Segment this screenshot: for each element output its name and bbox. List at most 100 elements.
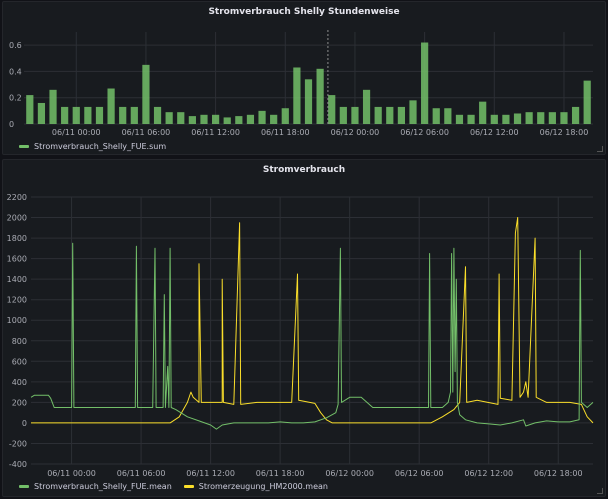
bar xyxy=(304,79,313,124)
legend-swatch xyxy=(19,145,29,148)
bar xyxy=(130,106,138,124)
x-tick-label: 06/11 06:00 xyxy=(117,469,166,478)
y-tick-label: 0.6 xyxy=(9,41,22,50)
bar xyxy=(397,106,405,124)
x-tick-label: 06/12 18:00 xyxy=(534,469,583,478)
bar xyxy=(37,102,46,124)
x-tick-label: 06/11 18:00 xyxy=(256,469,305,478)
bar xyxy=(560,112,568,124)
x-tick-label: 06/12 18:00 xyxy=(540,128,589,137)
bar xyxy=(467,114,475,124)
bar xyxy=(351,106,359,124)
panel-title[interactable]: Stromverbrauch Shelly Stundenweise xyxy=(208,7,400,17)
y-tick-label: 0.2 xyxy=(9,94,22,103)
consumption-line-chart[interactable]: -400 -200 0 200 400 600 800 1000 1200 1400 1600 180… xyxy=(3,160,605,496)
x-tick-label: 06/11 18:00 xyxy=(261,128,310,137)
series-line xyxy=(30,242,594,430)
y-tick-label: 0 xyxy=(22,419,27,428)
x-tick-label: 06/12 06:00 xyxy=(395,469,444,478)
bar xyxy=(72,106,80,124)
y-tick-label: 800 xyxy=(12,337,27,346)
y-tick-label: -200 xyxy=(9,439,27,448)
y-tick-label: 2000 xyxy=(7,214,27,223)
bar xyxy=(107,88,115,124)
bar xyxy=(548,112,556,124)
y-tick-label: 1200 xyxy=(7,296,27,305)
chart-legend: Stromverbrauch_Shelly_FUE.mean Stromerze… xyxy=(19,482,328,491)
y-tick-label: 0 xyxy=(9,120,14,129)
y-tick-label: 1000 xyxy=(7,316,27,325)
bar xyxy=(374,106,382,124)
bar xyxy=(95,106,104,124)
bar xyxy=(432,108,440,124)
bar xyxy=(200,114,208,124)
resize-handle[interactable] xyxy=(597,146,603,152)
bar xyxy=(165,112,173,124)
bar xyxy=(409,100,417,124)
bar xyxy=(490,114,498,124)
bar xyxy=(316,68,324,124)
bar xyxy=(223,117,231,124)
x-tick-label: 06/11 12:00 xyxy=(191,128,240,137)
bar xyxy=(84,106,92,124)
x-tick-label: 06/11 00:00 xyxy=(47,469,96,478)
legend-label: Stromerzeugung_HM2000.mean xyxy=(198,482,328,491)
bar xyxy=(246,114,255,124)
y-tick-label: 1600 xyxy=(7,255,27,264)
bar xyxy=(188,116,196,124)
x-tick-label: 06/12 00:00 xyxy=(325,469,374,478)
hourly-consumption-panel[interactable]: Stromverbrauch Shelly Stundenweise 0 0.2 0… xyxy=(2,1,606,155)
bar xyxy=(362,89,371,124)
bar xyxy=(142,64,150,124)
bar xyxy=(293,67,301,124)
bar xyxy=(513,113,522,124)
bar xyxy=(386,106,394,124)
bar xyxy=(61,106,69,124)
y-tick-label: 2200 xyxy=(7,193,27,202)
legend-item-consumption-sum[interactable]: Stromverbrauch_Shelly_FUE.sum xyxy=(19,142,166,151)
x-tick-label: 06/12 00:00 xyxy=(331,128,380,137)
bar xyxy=(421,42,429,125)
legend-swatch xyxy=(183,485,194,488)
bar xyxy=(537,112,545,124)
bar xyxy=(455,114,464,124)
bar xyxy=(571,106,580,124)
x-tick-label: 06/11 00:00 xyxy=(52,128,101,137)
legend-label: Stromverbrauch_Shelly_FUE.mean xyxy=(34,482,172,491)
bar xyxy=(49,89,57,124)
resize-handle[interactable] xyxy=(597,488,603,494)
y-tick-label: 200 xyxy=(12,398,27,407)
y-tick-label: 400 xyxy=(12,378,27,387)
bar xyxy=(119,106,127,124)
x-tick-label: 06/11 06:00 xyxy=(122,128,171,137)
legend-item-consumption-mean[interactable]: Stromverbrauch_Shelly_FUE.mean xyxy=(19,482,172,491)
y-tick-label: 0.4 xyxy=(9,67,22,76)
x-tick-label: 06/12 06:00 xyxy=(400,128,449,137)
series-line xyxy=(31,217,594,424)
bar xyxy=(281,108,289,124)
bar xyxy=(502,114,510,124)
bar xyxy=(235,116,243,124)
legend-swatch xyxy=(19,485,29,488)
bar xyxy=(583,80,591,124)
y-tick-label: -400 xyxy=(9,460,27,469)
consumption-panel[interactable]: Stromverbrauch -400 -200 0 200 400 600 800 1000… xyxy=(2,159,606,497)
bar xyxy=(26,95,34,124)
legend-label: Stromverbrauch_Shelly_FUE.sum xyxy=(34,142,167,151)
x-tick-label: 06/11 12:00 xyxy=(186,469,235,478)
bar xyxy=(258,110,266,124)
bar xyxy=(328,95,336,124)
x-tick-label: 06/12 12:00 xyxy=(470,128,519,137)
hourly-bar-chart[interactable]: 0 0.2 0.4 0.6 06/11 00:00 06/11 06:00 06/11 12… xyxy=(3,2,605,154)
y-tick-label: 1400 xyxy=(7,275,27,284)
y-tick-label: 600 xyxy=(12,357,27,366)
bar xyxy=(444,108,452,124)
bar xyxy=(479,101,487,124)
bar xyxy=(153,106,162,124)
x-tick-label: 06/12 12:00 xyxy=(464,469,513,478)
chart-legend: Stromverbrauch_Shelly_FUE.sum xyxy=(19,142,166,151)
legend-item-production-mean[interactable]: Stromerzeugung_HM2000.mean xyxy=(183,482,328,491)
bar xyxy=(177,112,185,124)
bar xyxy=(212,114,220,124)
panel-title[interactable]: Stromverbrauch xyxy=(262,165,346,175)
